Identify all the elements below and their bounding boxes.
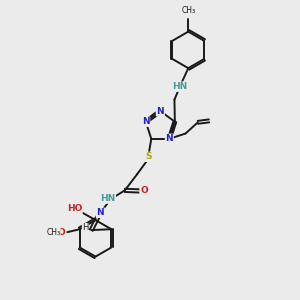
Text: HO: HO [67,204,82,213]
Text: N: N [157,106,164,116]
Text: CH₃: CH₃ [46,228,60,237]
Text: O: O [58,228,65,237]
Text: CH₃: CH₃ [181,6,195,15]
Text: HN: HN [172,82,187,91]
Text: N: N [142,117,150,126]
Text: H: H [82,223,88,232]
Text: O: O [140,186,148,195]
Text: S: S [145,152,152,161]
Text: HN: HN [100,194,116,203]
Text: N: N [97,208,104,217]
Text: N: N [166,134,173,143]
